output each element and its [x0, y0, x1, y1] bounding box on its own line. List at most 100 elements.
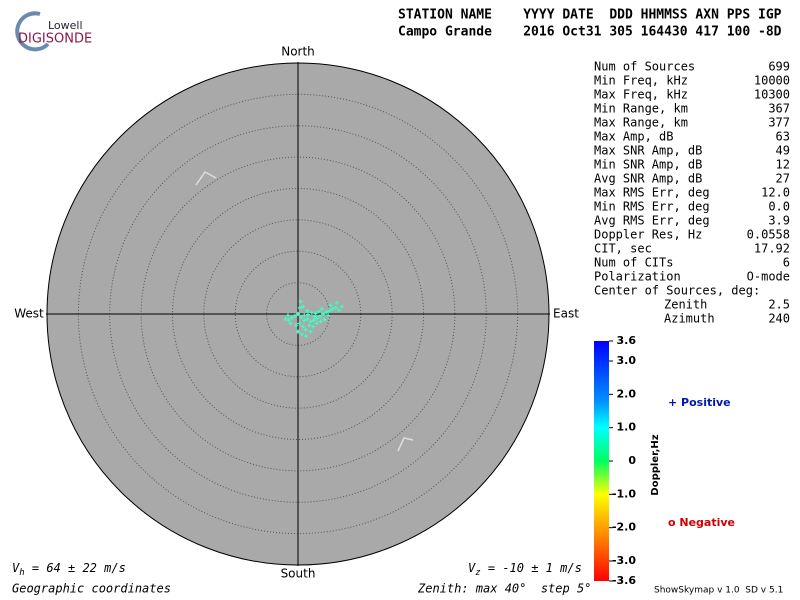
source-point: [333, 305, 338, 310]
source-point: [299, 332, 304, 337]
coordinates-note: Geographic coordinates: [12, 582, 171, 596]
version-note: ShowSkymap v 1.0 SD v 5.1: [654, 586, 783, 596]
source-point: [336, 308, 341, 313]
source-point: [316, 309, 321, 314]
negative-legend: o Negative: [668, 516, 735, 529]
param-value: 377: [768, 116, 790, 130]
param-label: Max RMS Err, deg: [594, 186, 710, 200]
source-point: [285, 313, 290, 318]
param-label: Min SNR Amp, dB: [594, 158, 702, 172]
param-label: Avg RMS Err, deg: [594, 214, 710, 228]
param-label: Max SNR Amp, dB: [594, 144, 702, 158]
param-value: 63: [776, 130, 790, 144]
source-point: [301, 324, 306, 329]
param-label: Zenith: [664, 298, 707, 312]
param-value: 10300: [754, 88, 790, 102]
colorbar-title: Doppler,Hz: [650, 434, 661, 495]
colorbar-tick-label: 3.6: [617, 334, 637, 347]
source-point: [305, 317, 310, 322]
colorbar-tick-label: 3.0: [617, 354, 637, 367]
source-point: [307, 323, 312, 328]
vh-label: Vh = 64 ± 22 m/s: [12, 561, 126, 578]
north-label: North: [281, 45, 315, 59]
source-point: [328, 303, 333, 308]
colorbar-tick-label: -3.6: [612, 574, 636, 587]
arrow: [195, 171, 217, 186]
source-point: [302, 313, 307, 318]
param-value: O-mode: [747, 270, 790, 284]
source-point: [305, 308, 310, 313]
source-point: [311, 324, 316, 329]
source-point: [289, 315, 294, 320]
param-label: Polarization: [594, 270, 681, 284]
source-point: [302, 318, 307, 323]
param-value: 0.0: [768, 200, 790, 214]
source-point: [298, 299, 303, 304]
vz-label: Vz = -10 ± 1 m/s: [468, 561, 582, 578]
source-point: [296, 312, 300, 316]
source-point: [322, 317, 327, 322]
param-label: Center of Sources, deg:: [594, 284, 760, 298]
source-point: [312, 314, 317, 319]
header-values: Campo Grande 2016 Oct31 305 164430 417 1…: [398, 25, 782, 40]
colorbar-tick-label: -2.0: [612, 521, 636, 534]
colorbar-tick-label: -1.0: [612, 487, 636, 500]
source-point: [321, 312, 326, 316]
param-value: 3.9: [768, 214, 790, 228]
source-point: [309, 310, 314, 315]
source-point: [288, 321, 293, 326]
colorbar-tick-label: -3.0: [612, 554, 636, 567]
param-label: Num of CITs: [594, 256, 673, 270]
source-point: [314, 316, 319, 321]
positive-legend: + Positive: [668, 396, 731, 409]
param-label: Max Amp, dB: [594, 130, 673, 144]
param-label: Azimuth: [664, 312, 715, 326]
param-label: CIT, sec: [594, 242, 652, 256]
source-point: [317, 314, 322, 319]
logo-bottom: DIGISONDE: [18, 32, 92, 47]
param-label: Num of Sources: [594, 60, 695, 74]
param-label: Max Range, km: [594, 116, 688, 130]
colorbar-tick-label: 0: [628, 454, 636, 467]
south-label: South: [281, 567, 316, 581]
param-label: Avg SNR Amp, dB: [594, 172, 702, 186]
source-point: [324, 310, 329, 315]
param-value: 12: [776, 158, 790, 172]
param-value: 240: [768, 312, 790, 326]
param-value: 10000: [754, 74, 790, 88]
source-point: [308, 319, 313, 324]
source-point: [314, 321, 319, 326]
source-point: [283, 317, 288, 322]
source-point: [318, 319, 323, 324]
param-label: Max Freq, kHz: [594, 88, 688, 102]
param-value: 49: [776, 144, 790, 158]
colorbar: [594, 341, 609, 581]
param-value: 367: [768, 102, 790, 116]
source-point: [339, 304, 344, 309]
param-value: 6: [783, 256, 790, 270]
source-point: [292, 313, 297, 318]
source-point: [301, 304, 306, 309]
param-label: Doppler Res, Hz: [594, 228, 702, 242]
header-columns: STATION NAME YYYY DATE DDD HHMMSS AXN PP…: [398, 8, 782, 23]
east-label: East: [553, 307, 579, 321]
source-point: [334, 300, 339, 305]
param-label: Min Range, km: [594, 102, 688, 116]
logo-swoosh: [15, 11, 50, 52]
param-value: 12.0: [761, 186, 790, 200]
param-label: Min Freq, kHz: [594, 74, 688, 88]
source-point: [297, 305, 302, 310]
source-point: [294, 323, 299, 328]
source-point: [326, 313, 331, 318]
source-point: [313, 311, 318, 316]
source-point: [299, 315, 304, 320]
west-label: West: [14, 307, 44, 321]
source-point: [306, 312, 311, 317]
param-value: 27: [776, 172, 790, 186]
source-point: [304, 333, 309, 338]
source-point: [303, 327, 308, 332]
param-value: 2.5: [768, 298, 790, 312]
param-value: 0.0558: [747, 228, 790, 242]
zenith-note: Zenith: max 40° step 5°: [417, 582, 591, 596]
colorbar-tick-label: 1.0: [617, 421, 637, 434]
